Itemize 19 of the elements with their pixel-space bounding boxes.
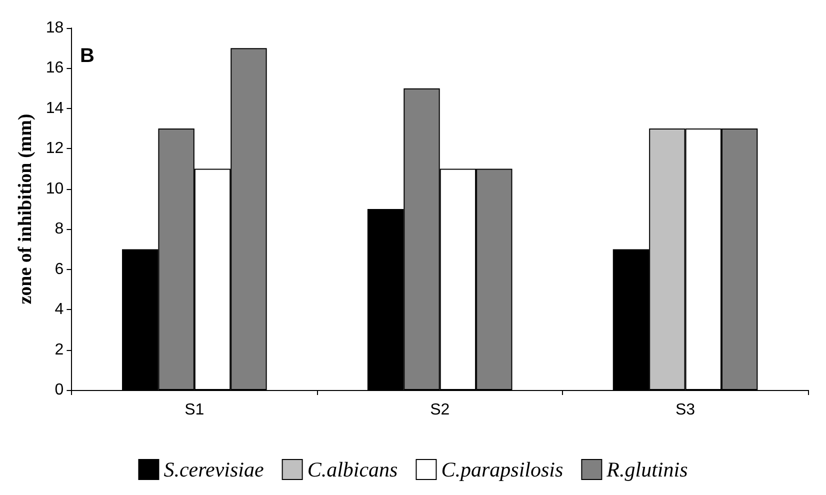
y-tick-label: 10 [46, 180, 64, 198]
y-tick-label: 18 [46, 20, 64, 36]
legend-label: R.glutinis [606, 458, 688, 482]
x-tick-label: S1 [184, 402, 204, 418]
y-tick-label: 14 [46, 100, 64, 117]
y-tick-label: 6 [54, 260, 64, 278]
x-tick-label: S3 [675, 402, 696, 418]
y-tick-label: 2 [54, 341, 64, 358]
legend-label: C.albicans [307, 458, 398, 482]
x-tick-label: S2 [430, 402, 450, 418]
y-tick-label: 8 [54, 220, 64, 238]
legend-label: S.cerevisiae [164, 458, 264, 482]
y-tick-label: 12 [46, 140, 64, 158]
y-tick-label: 0 [54, 382, 64, 398]
y-tick-label: 16 [46, 60, 64, 77]
y-axis-title: zone of inhibition (mm) [15, 114, 36, 304]
legend-label: C.parapsilosis [441, 458, 564, 482]
y-tick-label: 4 [54, 301, 64, 318]
annotation: B [80, 45, 94, 67]
